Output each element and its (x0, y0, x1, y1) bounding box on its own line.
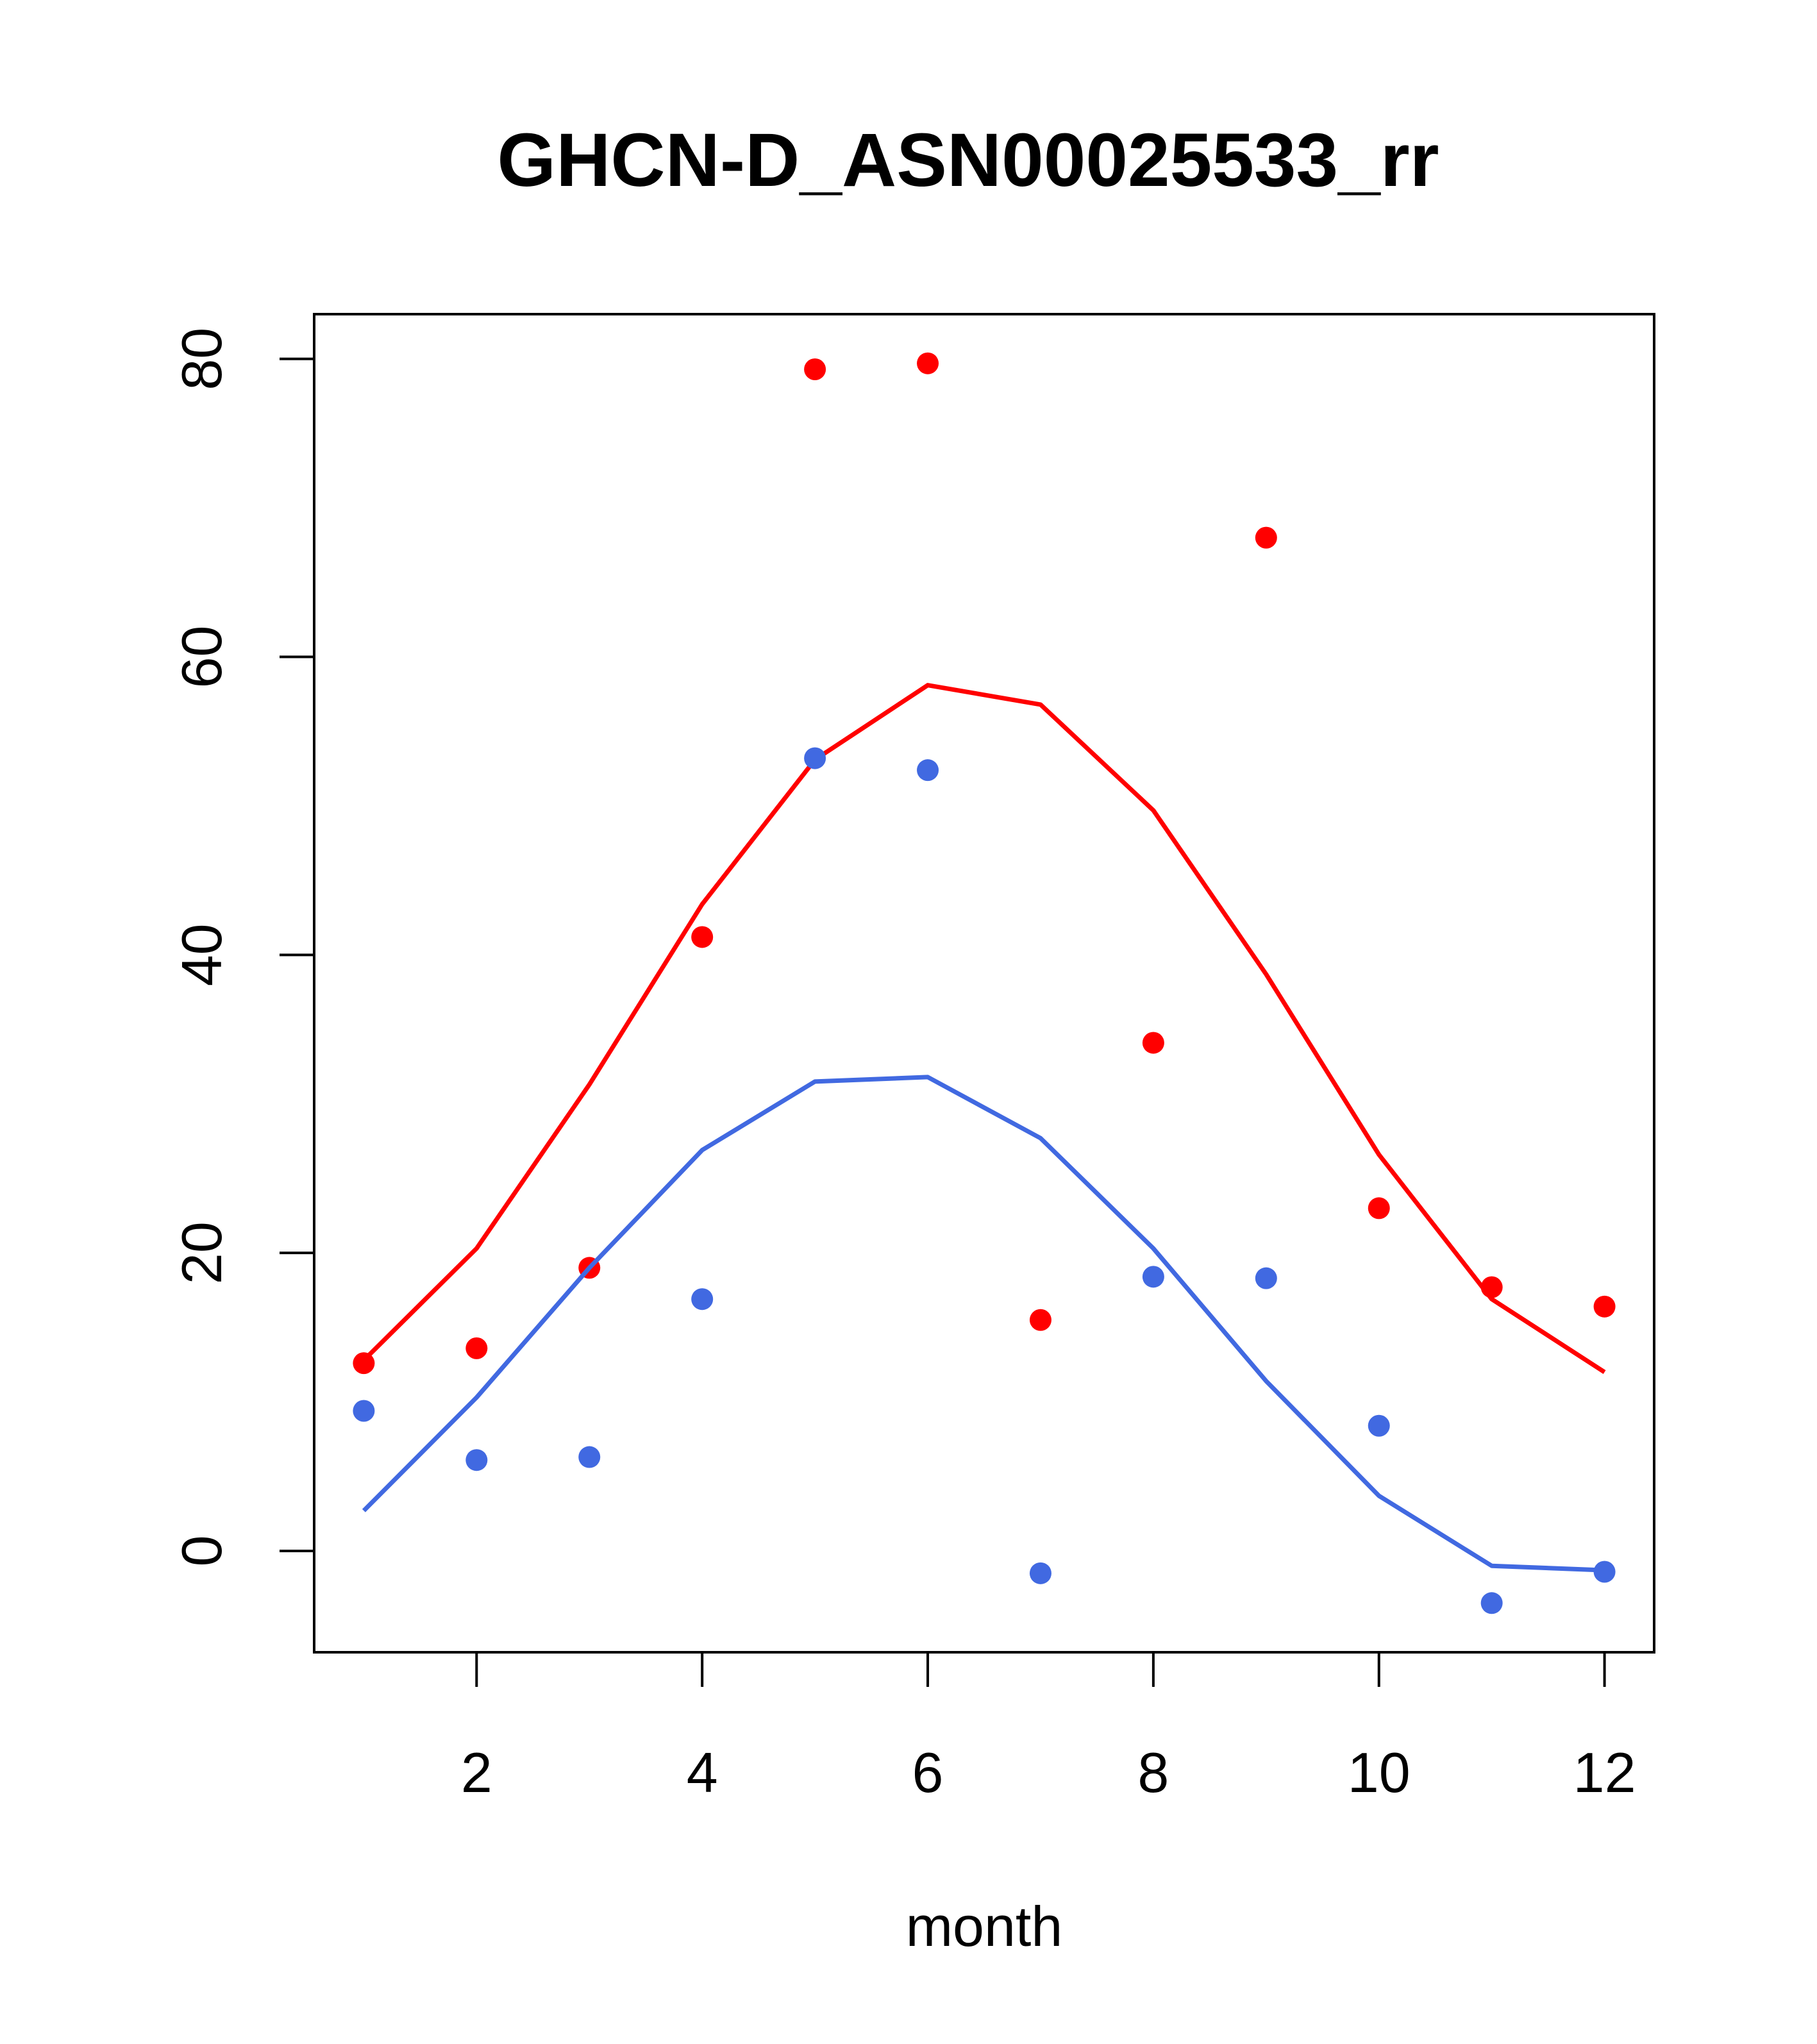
series-2-point (1142, 1266, 1164, 1288)
plot-frame (313, 313, 1655, 1654)
chart-title: GHCN-D_ASN00025533_rr (497, 118, 1439, 203)
y-tick-label: 20 (170, 1221, 233, 1284)
x-tick-label: 4 (687, 1741, 718, 1804)
series-2-point (1480, 1592, 1503, 1614)
y-tick-label: 80 (170, 328, 233, 390)
series-layer (353, 352, 1616, 1614)
series-1-point (917, 352, 939, 374)
series-2-point (1368, 1414, 1390, 1437)
series-2-point (578, 1446, 601, 1468)
series-1-point (1255, 526, 1277, 549)
series-1-point (465, 1337, 488, 1359)
y-axis: 0 20 40 60 80 (170, 328, 315, 1566)
y-tick-label: 60 (170, 626, 233, 689)
x-tick-label: 12 (1573, 1741, 1636, 1804)
series-2-point (917, 759, 939, 782)
series-1-point (1142, 1032, 1164, 1054)
x-axis-label: month (906, 1895, 1063, 1958)
series-1 (353, 352, 1616, 1375)
x-tick-label: 2 (461, 1741, 492, 1804)
series-2-point (804, 747, 826, 769)
y-tick-label: 0 (170, 1535, 233, 1566)
x-tick-label: 6 (912, 1741, 944, 1804)
series-1-point (691, 926, 714, 948)
series-2-point (1255, 1267, 1277, 1289)
series-2-point (465, 1449, 488, 1471)
series-2 (353, 747, 1616, 1614)
series-2-point (353, 1400, 375, 1422)
x-tick-label: 10 (1348, 1741, 1411, 1804)
series-1-point (1368, 1197, 1390, 1219)
x-tick-label: 8 (1137, 1741, 1169, 1804)
series-2-line (362, 1075, 1605, 1573)
series-1-point (804, 358, 826, 380)
series-1-point (1480, 1276, 1503, 1298)
series-2-point (1593, 1561, 1616, 1583)
series-1-point (353, 1352, 375, 1375)
y-tick-label: 40 (170, 923, 233, 986)
x-axis: 2 4 6 8 10 12 (461, 1651, 1636, 1804)
series-2-point (1029, 1562, 1051, 1584)
series-2-point (691, 1288, 714, 1311)
series-1-point (1593, 1295, 1616, 1318)
series-1-line (362, 683, 1606, 1375)
series-1-point (1029, 1309, 1051, 1331)
